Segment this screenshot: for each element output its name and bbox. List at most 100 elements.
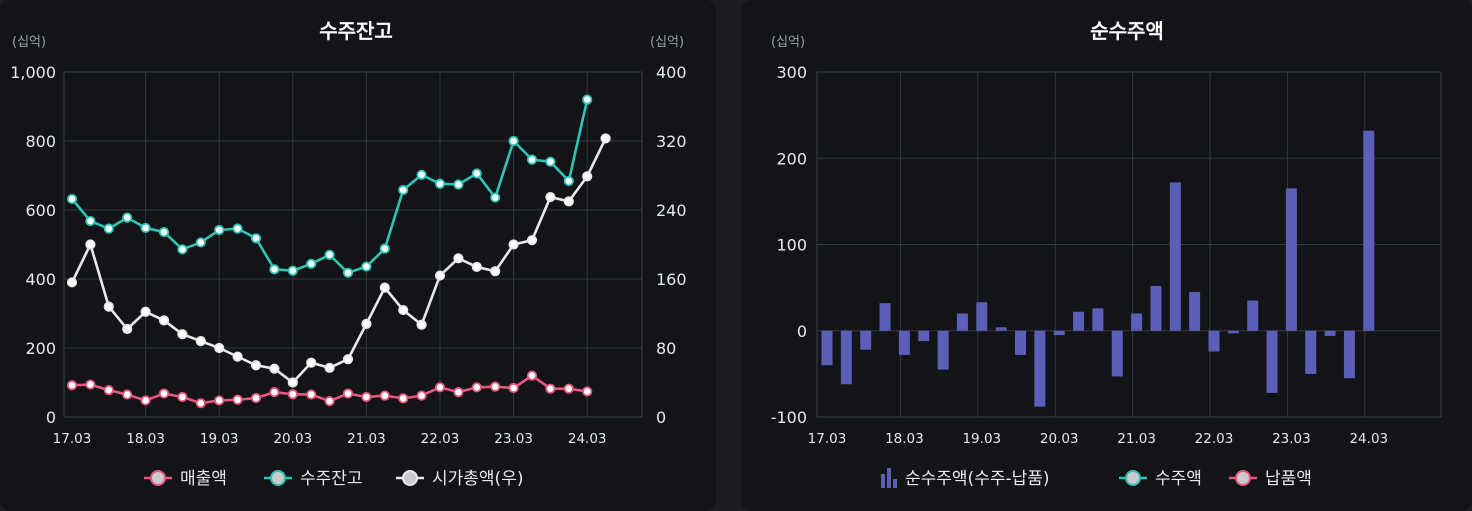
data-point: [471, 168, 482, 179]
chart-title: 순수주액: [1090, 19, 1164, 43]
legend-label: 수주액: [1155, 469, 1202, 489]
data-point: [526, 154, 538, 165]
data-point: [66, 193, 78, 205]
data-point: [103, 301, 114, 312]
bar: [1343, 330, 1355, 379]
bar: [1034, 330, 1046, 407]
data-point: [416, 319, 427, 330]
data-point: [140, 395, 151, 406]
bar: [1092, 308, 1104, 331]
data-point: [600, 133, 611, 144]
data-point: [471, 261, 482, 273]
y-right-tick-label: 0: [656, 408, 666, 427]
y-right-tick-label: 160: [656, 270, 687, 289]
data-point: [195, 335, 206, 347]
legend-dot-marker: [402, 470, 418, 486]
chart-title: 수주잔고: [319, 19, 393, 43]
bar: [956, 313, 968, 331]
data-point: [526, 235, 538, 246]
data-point: [453, 387, 464, 398]
bar: [1363, 130, 1375, 331]
data-point: [490, 192, 501, 203]
data-point: [269, 387, 280, 398]
data-point: [306, 258, 317, 269]
data-point: [361, 318, 372, 329]
order-backlog-chart-panel: 수주잔고 (십억) (십억) 0 200 400 600 800 1,000 0 80 160 2…: [0, 0, 716, 511]
data-point: [563, 196, 574, 207]
legend-label: 시가총액(우): [432, 469, 523, 489]
y-right-tick-label: 80: [656, 339, 676, 358]
bar: [898, 330, 910, 355]
x-tick-label: 21.03: [347, 431, 386, 447]
bar: [1169, 182, 1181, 331]
data-point: [471, 382, 482, 393]
y-tick-label: 0: [797, 322, 807, 341]
x-tick-label: 23.03: [1272, 431, 1311, 447]
data-point: [342, 354, 354, 365]
x-tick-label: 21.03: [1117, 431, 1156, 447]
bar: [840, 330, 852, 385]
x-tick-label: 18.03: [126, 431, 165, 447]
legend-label: 매출액: [180, 469, 227, 489]
data-point: [490, 266, 501, 277]
bar: [1189, 291, 1201, 331]
data-point: [361, 261, 372, 272]
x-tick-label: 17.03: [808, 431, 847, 447]
x-tick-label: 23.03: [494, 431, 533, 447]
order-backlog-chart: 수주잔고 (십억) (십억) 0 200 400 600 800 1,000 0 80 160 2…: [10, 19, 686, 489]
data-point: [122, 323, 133, 335]
data-point: [103, 223, 114, 234]
data-point: [490, 381, 501, 392]
data-point: [287, 377, 298, 388]
data-point: [85, 239, 96, 250]
data-point: [453, 179, 464, 190]
bar: [1015, 330, 1026, 355]
x-tick-label: 24.03: [568, 431, 607, 447]
data-point: [434, 178, 446, 189]
bar: [976, 302, 988, 331]
y-left-tick-label: 400: [25, 270, 56, 289]
data-point: [103, 384, 114, 396]
bar: [918, 330, 930, 342]
data-point: [582, 171, 593, 182]
y-left-tick-label: 0: [46, 408, 56, 427]
bar: [860, 330, 872, 350]
bar: [1150, 285, 1162, 331]
bar: [1053, 330, 1065, 336]
data-point: [361, 391, 372, 403]
y-right-tick-label: 320: [656, 132, 687, 151]
x-tick-label: 18.03: [885, 431, 924, 447]
bar: [1324, 330, 1336, 336]
data-point: [122, 389, 133, 400]
data-point: [416, 390, 427, 401]
bar: [937, 330, 949, 370]
legend-bar-marker: [881, 474, 885, 488]
bar: [1266, 330, 1278, 393]
y-tick-label: 200: [776, 149, 807, 168]
y-tick-label: 100: [776, 236, 807, 255]
data-point: [434, 270, 446, 281]
data-point: [379, 390, 390, 401]
axis-ticks: 0 200 400 600 800 1,000 0 80 160 240 320 400 17.03 18…: [10, 63, 686, 447]
y-tick-label: 300: [776, 63, 807, 82]
data-point: [140, 222, 151, 234]
x-tick-label: 20.03: [273, 431, 312, 447]
series-line-2: [70, 137, 607, 384]
data-point: [545, 191, 556, 203]
legend: 매출액 수주잔고 시가총액(우): [144, 469, 523, 489]
data-point: [545, 383, 556, 394]
y-left-tick-label: 1,000: [10, 63, 56, 82]
right-axis-unit: (십억): [650, 35, 684, 50]
bar: [1285, 188, 1297, 331]
bar: [995, 327, 1007, 331]
net-order-chart-panel: 순수주액 (십억) -100 0 100 200 300 17.03 18.03 19.03 2…: [741, 0, 1472, 511]
series-group: [821, 130, 1375, 407]
y-left-tick-label: 200: [25, 339, 56, 358]
data-point: [306, 357, 317, 368]
data-point: [582, 94, 593, 105]
legend-dot-marker: [150, 470, 166, 486]
data-point: [269, 363, 280, 374]
x-tick-label: 20.03: [1040, 431, 1079, 447]
x-tick-label: 17.03: [53, 431, 92, 447]
data-point: [342, 267, 354, 278]
